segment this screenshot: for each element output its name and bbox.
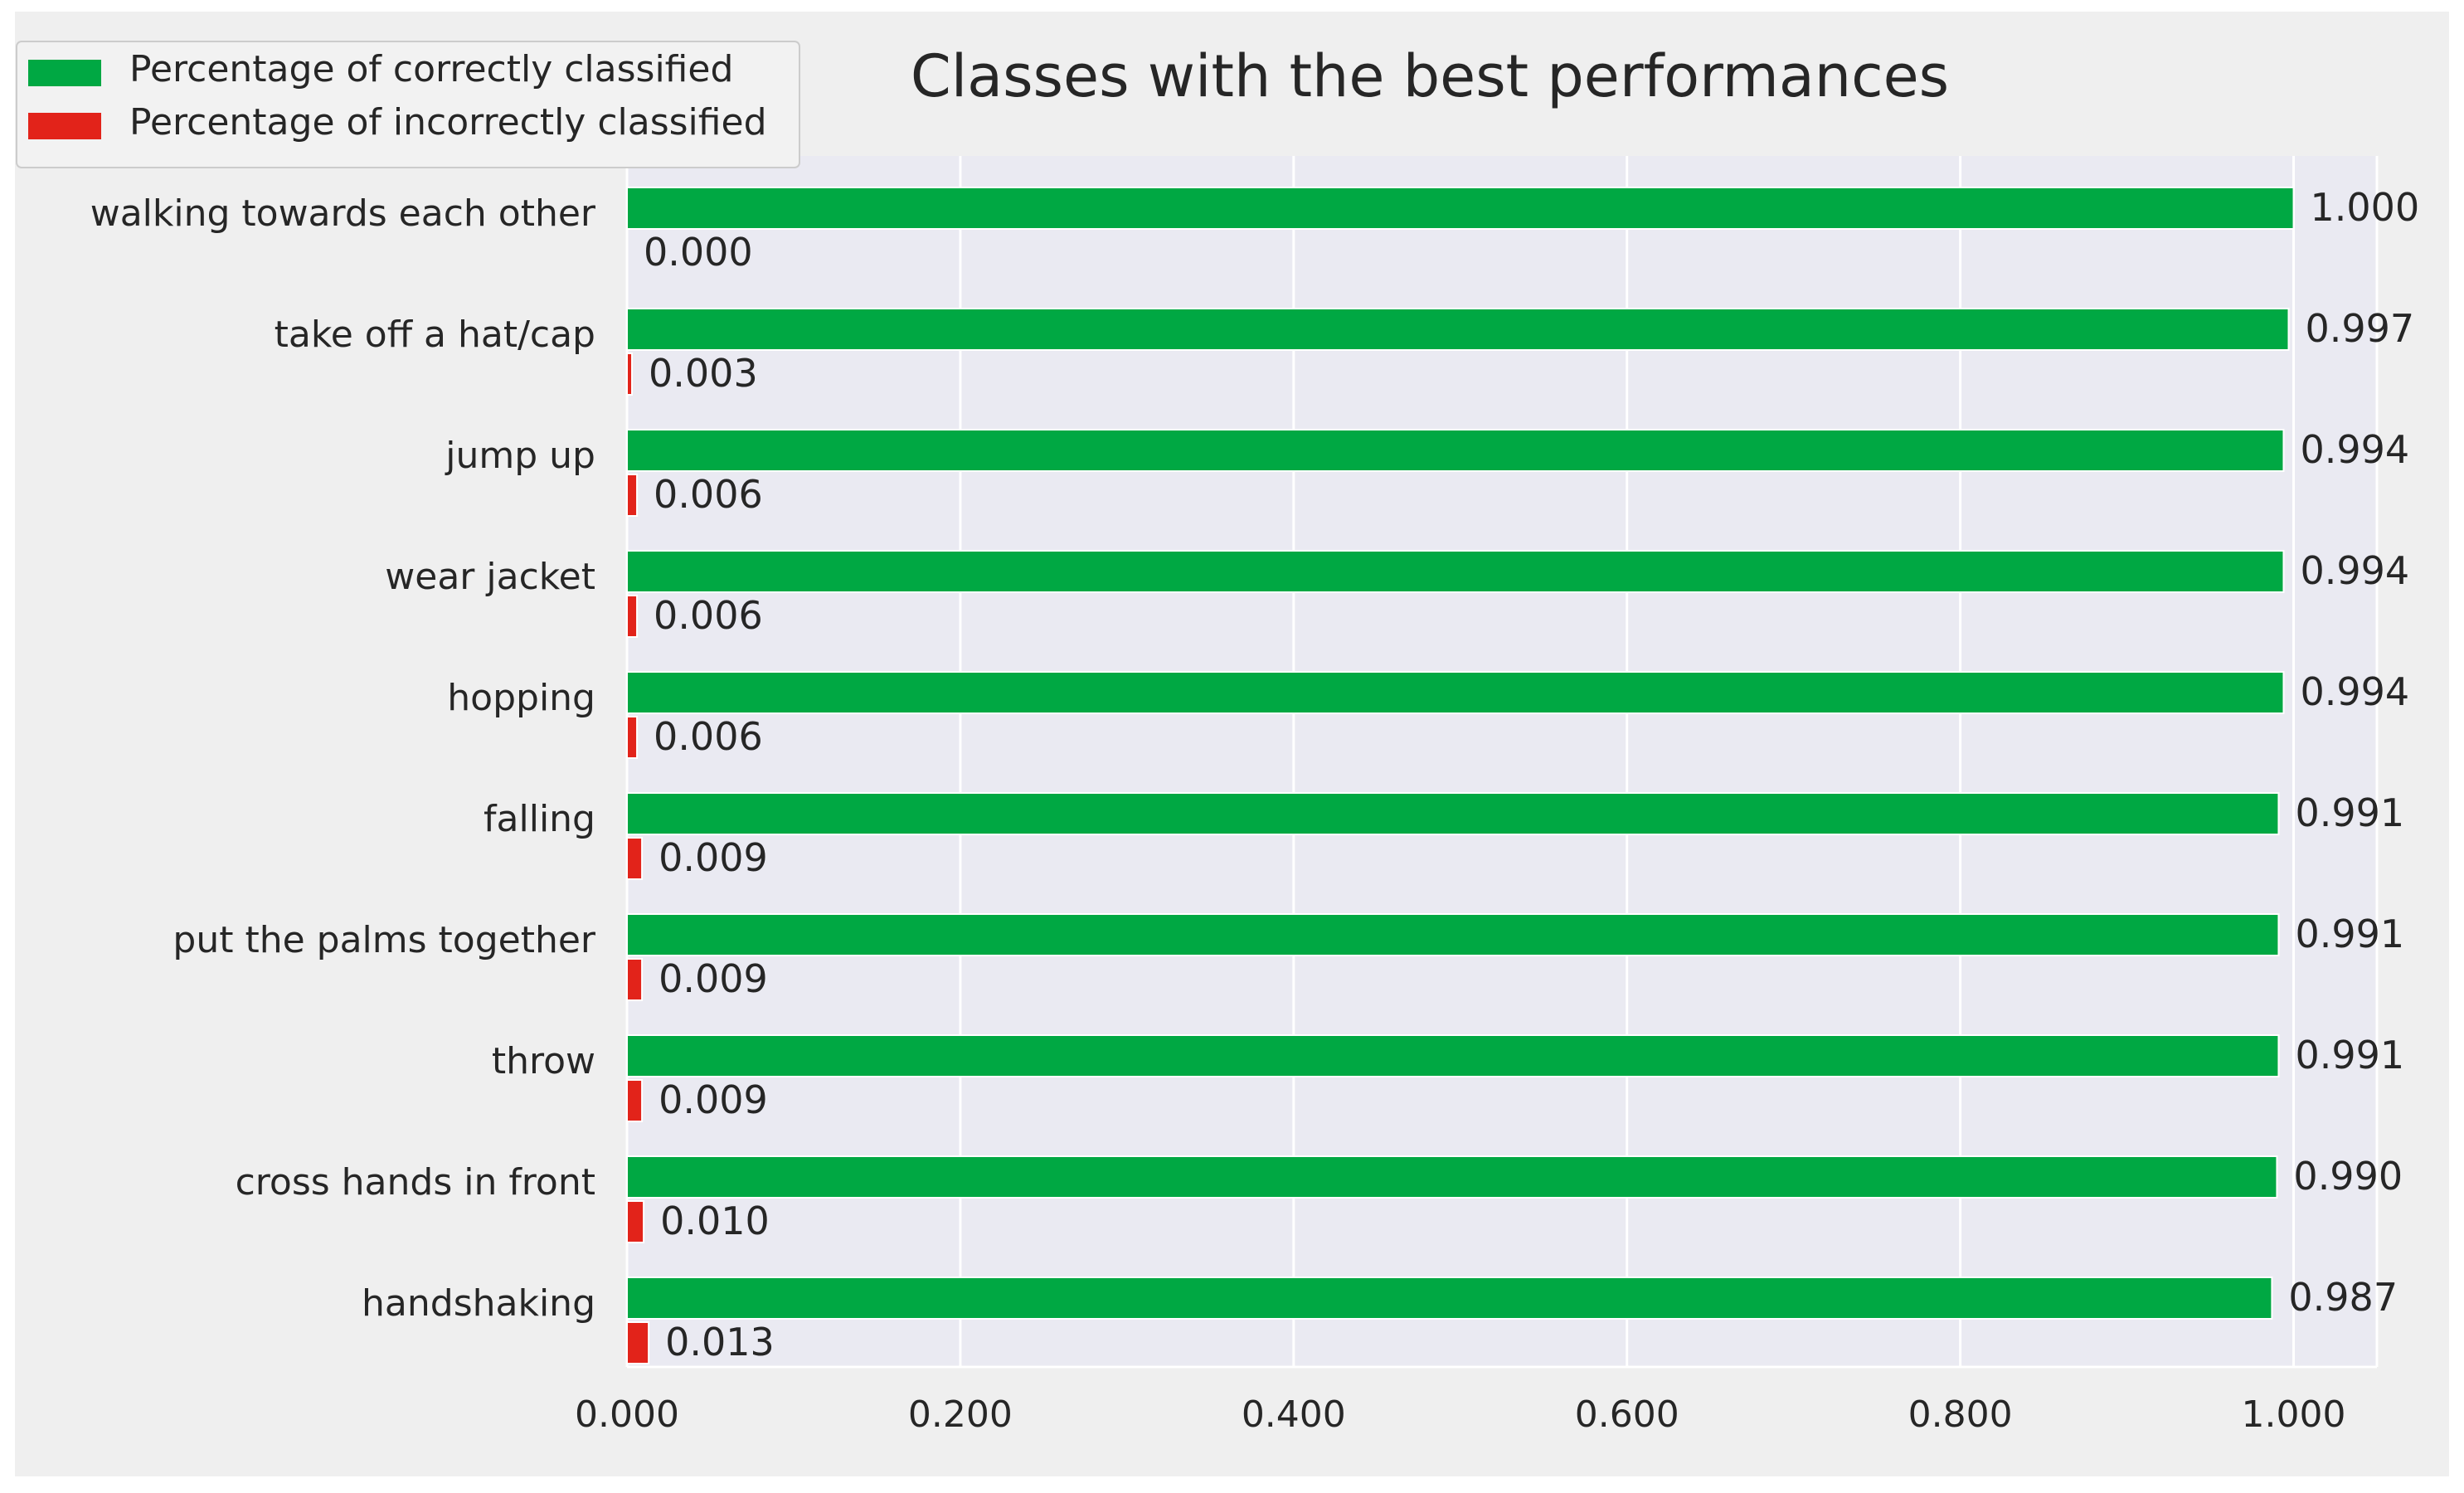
bar-incorrect xyxy=(626,1200,645,1243)
value-label-incorrect: 0.013 xyxy=(665,1320,775,1364)
bar-correct xyxy=(626,671,2285,714)
category-label: wear jacket xyxy=(385,556,595,598)
chart-figure: 1.000 0.000 0.997 0.003 0.994 0.006 0.994 0.006… xyxy=(15,12,2449,1476)
x-tick-label: 0.200 xyxy=(908,1393,1013,1436)
bar-correct xyxy=(626,792,2280,835)
value-label-incorrect: 0.006 xyxy=(654,472,763,517)
value-label-incorrect: 0.000 xyxy=(644,230,753,275)
bar-correct xyxy=(626,550,2285,593)
bar-correct xyxy=(626,913,2280,956)
bars xyxy=(626,187,2295,1364)
category-label: hopping xyxy=(447,677,595,719)
value-label-incorrect: 0.009 xyxy=(659,1077,768,1122)
value-label-incorrect: 0.006 xyxy=(654,593,763,638)
chart-title: Classes with the best performances xyxy=(911,42,1949,110)
legend-swatch-correct xyxy=(28,60,101,86)
bar-incorrect xyxy=(626,1321,650,1364)
bar-correct xyxy=(626,308,2290,351)
value-label-correct: 0.991 xyxy=(2295,790,2404,835)
legend-label-incorrect: Percentage of incorrectly classified xyxy=(129,101,767,143)
value-label-correct: 0.994 xyxy=(2300,548,2409,593)
category-label: cross hands in front xyxy=(236,1161,595,1204)
value-label-correct: 0.990 xyxy=(2293,1154,2403,1199)
chart-svg: 1.000 0.000 0.997 0.003 0.994 0.006 0.994 0.006… xyxy=(16,41,2419,1436)
value-label-incorrect: 0.006 xyxy=(654,714,763,759)
bar-incorrect xyxy=(626,353,634,396)
bar-incorrect xyxy=(626,1079,644,1122)
category-label: jump up xyxy=(445,435,595,477)
bar-correct xyxy=(626,187,2295,230)
bar-correct xyxy=(626,1155,2278,1199)
category-labels: walking towards each other take off a hat… xyxy=(90,192,596,1325)
bar-incorrect xyxy=(626,595,639,638)
bar-incorrect xyxy=(626,474,639,517)
legend-swatch-incorrect xyxy=(28,113,101,139)
value-label-correct: 0.991 xyxy=(2295,1033,2404,1077)
category-label: handshaking xyxy=(362,1282,595,1325)
bar-correct xyxy=(626,1277,2273,1320)
value-labels: 1.000 0.000 0.997 0.003 0.994 0.006 0.994 0.006… xyxy=(644,185,2419,1364)
category-label: walking towards each other xyxy=(90,192,596,235)
bar-incorrect xyxy=(626,716,639,759)
legend: Percentage of correctly classified Perce… xyxy=(16,41,800,168)
category-label: throw xyxy=(492,1040,595,1082)
value-label-correct: 0.997 xyxy=(2305,306,2414,351)
value-label-correct: 1.000 xyxy=(2311,185,2420,230)
value-label-correct: 0.987 xyxy=(2288,1275,2398,1320)
bar-incorrect xyxy=(626,958,644,1001)
x-tick-label: 0.400 xyxy=(1242,1393,1346,1436)
value-label-incorrect: 0.003 xyxy=(649,351,758,396)
value-label-incorrect: 0.009 xyxy=(659,835,768,880)
x-tick-label: 0.600 xyxy=(1575,1393,1679,1436)
category-label: take off a hat/cap xyxy=(275,314,595,356)
bar-incorrect xyxy=(626,837,644,880)
bar-correct xyxy=(626,429,2285,472)
x-tick-label: 1.000 xyxy=(2242,1393,2346,1436)
value-label-correct: 0.991 xyxy=(2295,912,2404,956)
x-tick-labels: 0.000 0.200 0.400 0.600 0.800 1.000 xyxy=(575,1393,2345,1436)
legend-box xyxy=(16,41,800,168)
value-label-incorrect: 0.010 xyxy=(660,1199,770,1243)
value-label-correct: 0.994 xyxy=(2300,427,2409,472)
legend-label-correct: Percentage of correctly classified xyxy=(129,48,733,90)
bar-correct xyxy=(626,1034,2280,1077)
x-tick-label: 0.800 xyxy=(1908,1393,2013,1436)
category-label: falling xyxy=(484,798,595,840)
value-label-correct: 0.994 xyxy=(2300,669,2409,714)
x-tick-label: 0.000 xyxy=(575,1393,679,1436)
category-label: put the palms together xyxy=(173,919,596,961)
value-label-incorrect: 0.009 xyxy=(659,956,768,1001)
